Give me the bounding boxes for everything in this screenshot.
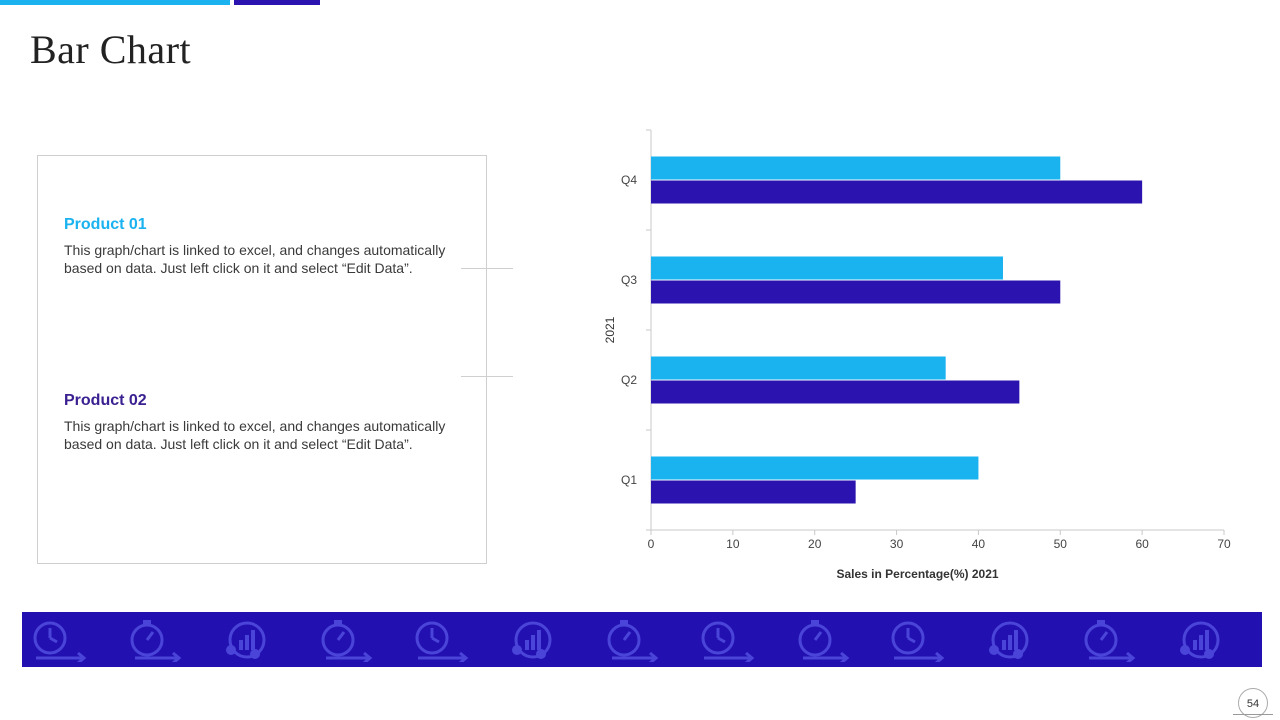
connector-line-bottom <box>461 376 513 377</box>
x-tick-label: 40 <box>972 537 986 551</box>
stopwatch-icon <box>312 616 376 667</box>
bar-q2-series-1 <box>651 356 946 380</box>
timer-icon <box>694 616 758 667</box>
page-number-underline <box>1233 714 1273 715</box>
bar-chart[interactable]: 0 10 20 30 40 50 60 70 Q1 Q2 Q3 Q4 Sales in Percenta… <box>590 120 1250 590</box>
x-axis-title: Sales in Percentage(%) 2021 <box>836 567 998 581</box>
bar-q1-series-2 <box>651 480 856 504</box>
x-tick-label: 50 <box>1054 537 1068 551</box>
stopwatch-icon <box>1075 616 1139 667</box>
stopwatch-icon <box>121 616 185 667</box>
timer-icon <box>884 616 948 667</box>
stopwatch-icon <box>789 616 853 667</box>
product-02-description: This graph/chart is linked to excel, and… <box>64 418 446 452</box>
growth-chart-icon <box>1171 616 1235 667</box>
timer-icon <box>26 616 90 667</box>
growth-chart-icon <box>503 616 567 667</box>
bar-q2-series-2 <box>651 380 1020 404</box>
product-card <box>37 155 487 564</box>
product-02-block: Product 02 This graph/chart is linked to… <box>64 392 454 453</box>
x-tick-label: 30 <box>890 537 904 551</box>
y-category-label: Q4 <box>621 173 637 187</box>
x-tick-label: 0 <box>648 537 655 551</box>
timer-icon <box>408 616 472 667</box>
icon-banner <box>22 612 1262 667</box>
product-01-title: Product 01 <box>64 216 147 233</box>
top-accent-bar-light <box>0 0 230 5</box>
bar-q1-series-1 <box>651 456 979 480</box>
bar-q3-series-2 <box>651 280 1061 304</box>
page-number: 54 <box>1238 688 1268 718</box>
connector-line-top <box>461 268 513 269</box>
y-category-label: Q2 <box>621 373 637 387</box>
top-accent-bar-dark <box>234 0 320 5</box>
growth-chart-icon <box>217 616 281 667</box>
x-tick-label: 60 <box>1135 537 1149 551</box>
bar-q3-series-1 <box>651 256 1003 280</box>
y-axis-title: 2021 <box>603 316 617 343</box>
card-border-gap <box>487 269 491 376</box>
slide-title: Bar Chart <box>30 27 192 72</box>
growth-chart-icon <box>980 616 1044 667</box>
x-tick-label: 10 <box>726 537 740 551</box>
stopwatch-icon <box>598 616 662 667</box>
y-category-label: Q1 <box>621 473 637 487</box>
x-tick-label: 20 <box>808 537 822 551</box>
bar-q4-series-2 <box>651 180 1143 204</box>
bar-q4-series-1 <box>651 156 1061 180</box>
product-01-description: This graph/chart is linked to excel, and… <box>64 242 446 276</box>
product-02-title: Product 02 <box>64 392 147 409</box>
product-01-block: Product 01 This graph/chart is linked to… <box>64 216 454 277</box>
y-category-label: Q3 <box>621 273 637 287</box>
x-tick-label: 70 <box>1217 537 1231 551</box>
